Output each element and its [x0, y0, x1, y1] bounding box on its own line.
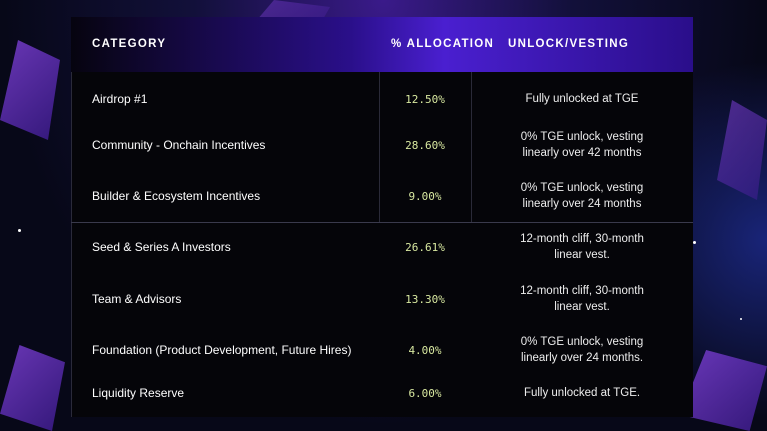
vesting-text: Fully unlocked at TGE.: [523, 387, 641, 399]
vesting-text: 12-month cliff, 30-month linear vest.: [520, 233, 644, 261]
divider: [379, 72, 380, 222]
vesting-text: 12-month cliff, 30-month linear vest.: [520, 285, 644, 313]
category-cell: Team & Advisors: [92, 292, 182, 306]
vesting-cell: 0% TGE unlock, vesting linearly over 42 …: [471, 123, 693, 167]
allocation-cell: 13.30%: [405, 292, 445, 306]
table-row: Foundation (Product Development, Future …: [71, 328, 693, 372]
decorative-cube: [0, 40, 60, 140]
header-allocation: % ALLOCATION: [391, 38, 495, 50]
header-category: CATEGORY: [92, 38, 167, 50]
star: [740, 318, 742, 320]
table-row: Community - Onchain Incentives 28.60% 0%…: [71, 123, 693, 167]
category-cell: Community - Onchain Incentives: [92, 138, 266, 152]
allocation-cell: 9.00%: [408, 189, 442, 203]
vesting-cell: 0% TGE unlock, vesting linearly over 24 …: [471, 328, 693, 372]
table-row: Builder & Ecosystem Incentives 9.00% 0% …: [71, 174, 693, 218]
vesting-text: 0% TGE unlock, vesting linearly over 42 …: [520, 131, 644, 159]
allocation-cell: 6.00%: [408, 386, 442, 400]
vesting-cell: 0% TGE unlock, vesting linearly over 24 …: [471, 174, 693, 218]
vesting-text: Fully unlocked at TGE: [525, 93, 639, 105]
category-cell: Builder & Ecosystem Incentives: [92, 189, 261, 203]
category-cell: Airdrop #1: [92, 92, 148, 106]
vesting-cell: Fully unlocked at TGE.: [471, 371, 693, 415]
vesting-cell: 12-month cliff, 30-month linear vest.: [471, 277, 693, 321]
divider: [71, 72, 72, 417]
allocation-cell: 12.50%: [405, 92, 445, 106]
vesting-text: 0% TGE unlock, vesting linearly over 24 …: [520, 336, 644, 364]
star: [693, 241, 696, 244]
vesting-cell: Fully unlocked at TGE: [471, 77, 693, 121]
header-vesting: UNLOCK/VESTING: [508, 38, 630, 50]
category-cell: Foundation (Product Development, Future …: [92, 343, 352, 357]
table-row: Airdrop #1 12.50% Fully unlocked at TGE: [71, 77, 693, 121]
allocation-cell: 4.00%: [408, 343, 442, 357]
star: [18, 229, 21, 232]
allocation-cell: 28.60%: [405, 138, 445, 152]
vesting-cell: 12-month cliff, 30-month linear vest.: [471, 225, 693, 269]
token-allocation-table: CATEGORY % ALLOCATION UNLOCK/VESTING Air…: [71, 17, 693, 417]
allocation-cell: 26.61%: [405, 240, 445, 254]
category-cell: Liquidity Reserve: [92, 386, 185, 400]
table-row: Liquidity Reserve 6.00% Fully unlocked a…: [71, 371, 693, 415]
table-header: CATEGORY % ALLOCATION UNLOCK/VESTING: [71, 17, 693, 72]
divider: [471, 72, 472, 222]
vesting-text: 0% TGE unlock, vesting linearly over 24 …: [520, 182, 644, 210]
decorative-cube: [0, 345, 65, 431]
table-row: Team & Advisors 13.30% 12-month cliff, 3…: [71, 277, 693, 321]
table-row: Seed & Series A Investors 26.61% 12-mont…: [71, 225, 693, 269]
category-cell: Seed & Series A Investors: [92, 240, 231, 254]
divider: [71, 222, 693, 223]
